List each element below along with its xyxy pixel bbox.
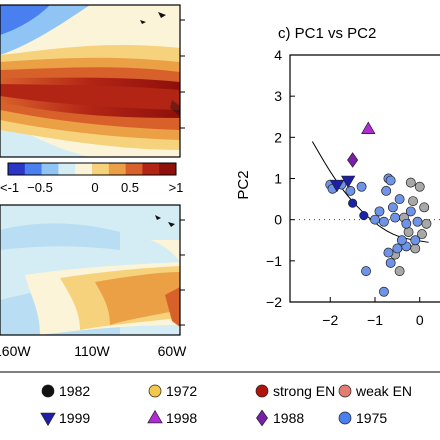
data-point-weak-en <box>417 229 427 240</box>
colorbar: <-1 −0.5 0 0.5 >1 <box>0 162 184 195</box>
data-point-1975 <box>401 218 412 229</box>
colorbar-swatch <box>92 163 110 175</box>
legend-label: weak EN <box>355 383 412 399</box>
colorbar-swatch <box>41 163 59 175</box>
legend-label: 1975 <box>356 410 387 426</box>
y-tick-label: 4 <box>274 47 282 63</box>
legend-label: 1972 <box>166 383 197 399</box>
data-point-1975 <box>370 214 380 225</box>
data-point-weak-en <box>419 202 430 213</box>
colorbar-swatch <box>24 163 42 175</box>
legend-marker-1988 <box>256 409 268 427</box>
colorbar-tick-lt-1: <-1 <box>0 180 19 195</box>
y-tick-label: 2 <box>274 129 282 145</box>
legend-label: 1988 <box>273 410 304 426</box>
scatter-points <box>325 121 432 297</box>
chart-title: c) PC1 vs PC2 <box>278 25 376 42</box>
data-point-1999 <box>329 179 345 193</box>
data-point-weak-en <box>408 196 418 207</box>
data-point-1988 <box>347 152 359 168</box>
data-point-1975 <box>396 235 407 246</box>
data-point-1975 <box>412 216 423 227</box>
x-axis-ticks: −2 −1 0 <box>322 297 424 328</box>
colorbar-tick-0.5: 0.5 <box>121 180 139 195</box>
legend-marker-1998 <box>147 409 163 424</box>
legend-marker-strong-en <box>255 384 269 398</box>
data-point-1975 <box>378 216 389 227</box>
y-tick-label: 0 <box>274 212 282 228</box>
data-point-1975 <box>390 212 401 223</box>
data-point-1975 <box>410 235 421 246</box>
data-point-1999 <box>340 175 356 189</box>
colorbar-swatches <box>8 163 177 175</box>
map-x-tick-110w: 110W <box>74 343 110 359</box>
data-point-strong-en <box>348 198 358 208</box>
scatter-panel: c) PC1 vs PC2 PC2 4 3 2 1 0 −1 −2 −2 −1 0 <box>235 25 440 328</box>
data-point-weak-en <box>414 181 425 192</box>
data-point-1975 <box>392 243 403 254</box>
data-point-weak-en <box>410 243 421 254</box>
legend-marker-1972 <box>148 384 162 398</box>
colorbar-swatch <box>125 163 143 175</box>
data-point-strong-en <box>359 211 369 221</box>
data-point-weak-en <box>403 227 414 237</box>
legend: 1982 1972 strong EN weak EN 1999 1998 1988 1975 <box>0 371 440 427</box>
plot-axes <box>289 54 440 303</box>
x-tick-label: 0 <box>416 312 424 328</box>
colorbar-swatch <box>142 163 160 175</box>
data-point-1975 <box>385 257 396 268</box>
y-tick-label: 1 <box>274 171 282 187</box>
y-axis-ticks: 4 3 2 1 0 −1 −2 <box>266 47 295 310</box>
colorbar-swatch <box>75 163 93 175</box>
legend-marker-1975 <box>338 411 352 425</box>
data-point-1975 <box>374 206 385 217</box>
data-point-1975 <box>381 185 392 196</box>
y-tick-label: 3 <box>274 88 282 104</box>
map-x-tick-60w: 60W <box>158 343 188 359</box>
data-point-1975 <box>387 202 398 213</box>
data-point-1975 <box>405 206 416 217</box>
data-point-weak-en <box>421 218 432 229</box>
legend-label: 1999 <box>59 410 90 426</box>
y-tick-label: −2 <box>266 294 282 310</box>
colorbar-tick-0: 0 <box>91 180 98 195</box>
data-point-1975 <box>356 181 367 192</box>
legend-label: 1998 <box>166 410 197 426</box>
data-point-1998 <box>361 121 376 134</box>
colorbar-swatch <box>58 163 76 175</box>
data-point-1975 <box>385 175 396 186</box>
map-top <box>0 4 185 158</box>
colorbar-swatch <box>159 163 177 175</box>
x-tick-label: −1 <box>367 312 383 328</box>
legend-items: 1982 1972 strong EN weak EN 1999 1998 1988 1975 <box>40 383 412 427</box>
legend-marker-weak-en <box>338 384 352 398</box>
legend-marker-1982 <box>41 384 55 398</box>
data-point-weak-en <box>394 266 405 277</box>
colorbar-swatch <box>108 163 126 175</box>
legend-marker-1999 <box>40 412 56 427</box>
data-point-1975 <box>378 286 389 297</box>
x-tick-label: −2 <box>322 312 338 328</box>
colorbar-swatch <box>8 163 26 175</box>
y-axis-label: PC2 <box>235 170 252 199</box>
data-point-1975 <box>345 185 356 196</box>
data-point-1975 <box>394 194 405 205</box>
legend-label: strong EN <box>273 383 335 399</box>
colorbar-tick-neg-0.5: −0.5 <box>27 180 53 195</box>
legend-label: 1982 <box>59 383 90 399</box>
data-point-1975 <box>383 247 394 258</box>
colorbar-tick-gt-1: >1 <box>169 180 184 195</box>
data-point-weak-en <box>405 177 416 188</box>
y-tick-label: −1 <box>266 253 282 269</box>
data-point-1975 <box>361 266 372 277</box>
